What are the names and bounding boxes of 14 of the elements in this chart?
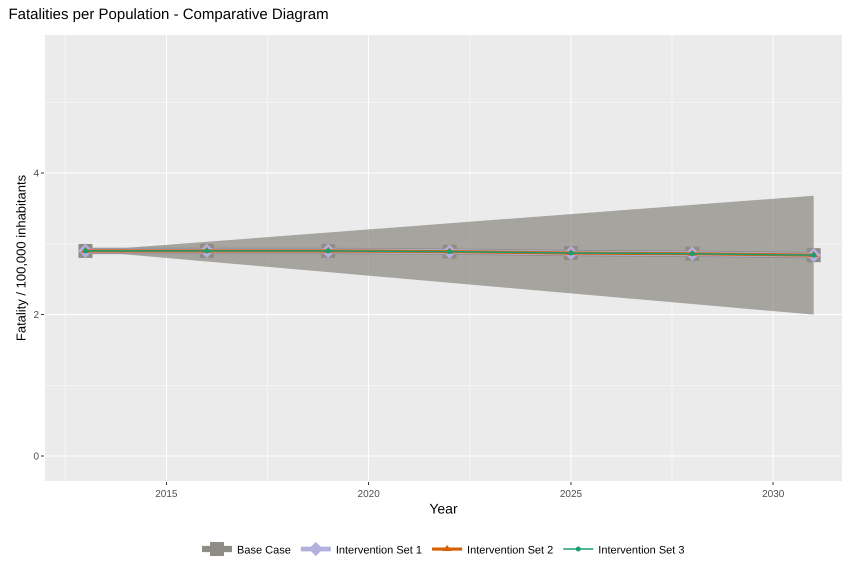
- x-axis-title: Year: [429, 500, 458, 516]
- legend-label: Intervention Set 1: [336, 544, 422, 556]
- y-tick-label: 0: [33, 452, 40, 463]
- legend-label: Intervention Set 3: [598, 544, 685, 556]
- legend-label: Intervention Set 2: [467, 544, 554, 556]
- y-axis-title: Fatality / 100,000 inhabitants: [13, 174, 28, 342]
- legend-label: Base Case: [237, 544, 291, 556]
- x-tick-label: 2020: [358, 489, 380, 500]
- x-tick-label: 2025: [560, 489, 582, 500]
- x-tick-label: 2015: [155, 489, 178, 500]
- y-tick-label: 2: [33, 310, 40, 322]
- x-tick-label: 2030: [762, 489, 785, 500]
- y-tick-label: 4: [33, 168, 40, 180]
- chart-title: Fatalities per Population - Comparative Diagram: [8, 6, 329, 24]
